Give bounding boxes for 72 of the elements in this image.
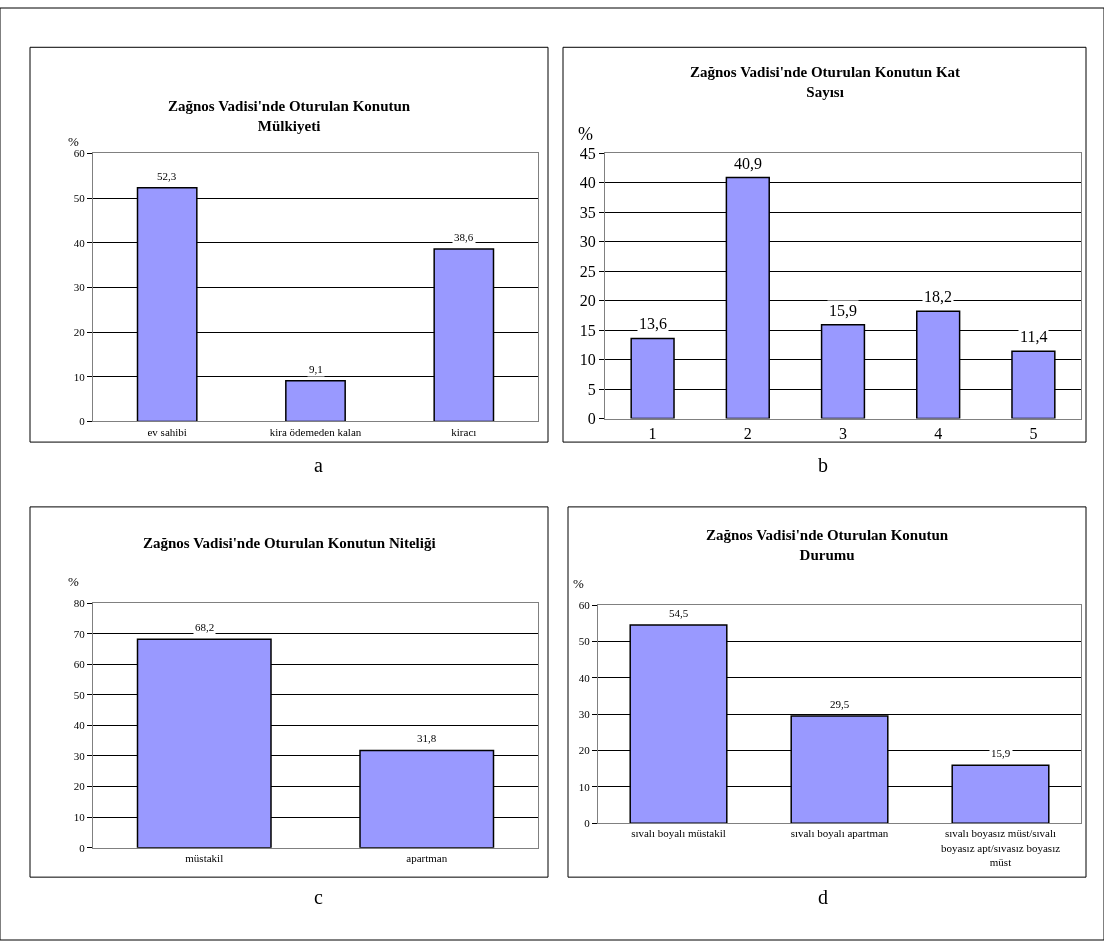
data-label: 38,6 <box>454 231 474 243</box>
y-tick-label: 30 <box>73 281 86 294</box>
y-tick-label: 45 <box>579 144 596 162</box>
chart-title: Zağnos Vadisi'nde Oturulan Konutun Niteliği <box>143 535 436 551</box>
text: d <box>818 886 828 908</box>
x-tick-label: kira ödemeden kalan <box>269 425 362 438</box>
y-axis-title: % <box>573 576 584 591</box>
data-label: 40,9 <box>734 155 762 172</box>
x-tick-label: müstakil <box>185 851 224 864</box>
y-tick-label: 80 <box>73 596 86 609</box>
text: b <box>818 454 828 476</box>
y-tick-label: 30 <box>578 707 591 720</box>
y-axis-title: % <box>578 124 593 144</box>
y-tick-label: 15 <box>579 321 596 339</box>
y-tick-label: 10 <box>73 810 86 823</box>
data-label: 11,4 <box>1020 328 1048 345</box>
text: a <box>314 454 323 476</box>
data-label: 18,2 <box>924 288 952 305</box>
y-tick-label: 35 <box>579 203 596 221</box>
y-tick-label: 50 <box>578 635 591 648</box>
y-tick-label: 40 <box>73 719 86 732</box>
x-tick-label: sıvalı boyasız müst/sıvalı boyasız apt/sıvasız boyasız müst <box>940 827 1061 868</box>
chart-title: Zağnos Vadisi'nde Oturulan Konutun Durumu <box>706 527 949 563</box>
y-tick-label: 0 <box>584 816 591 829</box>
x-tick-label: 4 <box>934 424 943 442</box>
data-label: 29,5 <box>830 698 850 710</box>
y-tick-label: 50 <box>73 191 86 204</box>
x-tick-label: apartman <box>406 851 448 864</box>
data-label: 9,1 <box>309 363 323 375</box>
x-tick-label: ev sahibi <box>147 425 187 438</box>
data-label: 52,3 <box>157 170 177 182</box>
data-label: 54,5 <box>669 607 689 619</box>
data-label: 68,2 <box>195 621 215 633</box>
x-tick-label: 2 <box>743 424 752 442</box>
y-tick-label: 5 <box>587 380 596 398</box>
y-tick-label: 40 <box>579 174 596 192</box>
y-tick-label: 20 <box>578 744 591 757</box>
y-tick-label: 60 <box>73 147 86 160</box>
chart-title: Zağnos Vadisi'nde Oturulan Konutun Kat Sayısı <box>690 64 961 100</box>
y-tick-label: 30 <box>73 749 86 762</box>
data-label: 15,9 <box>829 302 857 319</box>
y-tick-label: 0 <box>587 410 596 428</box>
y-tick-label: 60 <box>578 598 591 611</box>
y-tick-label: 10 <box>579 351 596 369</box>
y-tick-label: 10 <box>578 780 591 793</box>
y-axis-title: % <box>68 134 79 149</box>
x-tick-label: sıvalı boyalı müstakil <box>631 827 726 840</box>
y-tick-label: 40 <box>73 236 86 249</box>
y-axis-title: % <box>68 574 79 589</box>
y-tick-label: 30 <box>579 233 596 251</box>
bar <box>285 380 346 422</box>
y-tick-label: 40 <box>578 671 591 684</box>
x-tick-label: 5 <box>1029 424 1038 442</box>
text: c <box>314 886 323 908</box>
x-tick-label: 1 <box>648 424 657 442</box>
x-tick-label: sıvalı boyalı apartman <box>790 827 889 840</box>
x-tick-label: 3 <box>839 424 847 442</box>
y-tick-label: 50 <box>73 688 86 701</box>
x-tick-label: kiracı <box>451 425 477 438</box>
data-label: 13,6 <box>639 315 667 332</box>
data-label: 15,9 <box>991 747 1011 759</box>
y-tick-label: 20 <box>73 780 86 793</box>
y-tick-label: 70 <box>73 627 86 640</box>
data-label: 31,8 <box>417 732 437 744</box>
chart-title: Zağnos Vadisi'nde Oturulan Konutun Mülkiyeti <box>168 98 411 134</box>
y-tick-label: 20 <box>579 292 596 310</box>
y-tick-label: 60 <box>73 658 86 671</box>
y-tick-label: 10 <box>73 370 86 383</box>
y-tick-label: 25 <box>579 262 596 280</box>
y-tick-label: 0 <box>79 415 86 428</box>
y-tick-label: 20 <box>73 325 86 338</box>
y-tick-label: 0 <box>79 841 86 854</box>
